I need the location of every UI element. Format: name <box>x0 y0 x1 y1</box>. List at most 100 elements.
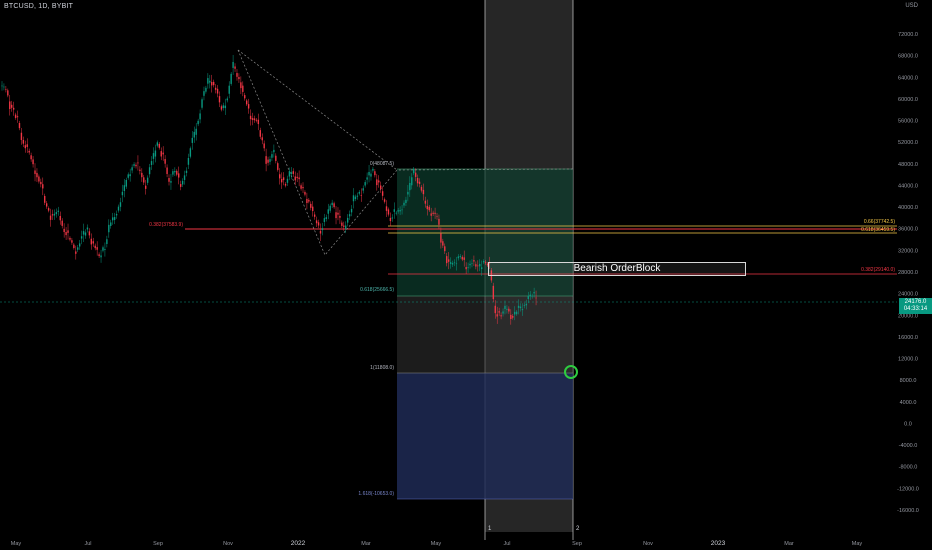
candle-body <box>158 143 161 148</box>
candle-body <box>304 192 306 195</box>
candle-body <box>96 247 98 250</box>
candle-body <box>346 217 349 223</box>
candle-body <box>496 314 498 317</box>
price-tick-label: 48000.0 <box>898 162 918 168</box>
candle-body <box>47 208 50 211</box>
candle-body <box>156 142 159 146</box>
candle-body <box>88 231 91 236</box>
candle-body <box>279 174 281 179</box>
price-tick-label: 24000.0 <box>898 292 918 298</box>
price-axis[interactable]: 72000.0 68000.0 64000.0 60000.0 56000.0 52000… <box>897 32 919 514</box>
currency-label: USD <box>905 3 918 9</box>
candle-body <box>187 158 190 165</box>
current-price-tag: 24176.0 04:33:14 <box>899 298 932 314</box>
candle-body <box>465 267 467 270</box>
price-tick-label: 28000.0 <box>898 270 918 276</box>
candle-body <box>488 262 491 264</box>
candle-body <box>290 172 293 175</box>
time-tick-label: 2022 <box>291 540 306 547</box>
candle-body <box>358 191 361 194</box>
candle-body <box>234 66 236 69</box>
symbol-label[interactable]: BTCUSD, 1D, BYBIT <box>4 3 74 10</box>
candle-body <box>513 311 516 315</box>
candle-body <box>383 199 386 202</box>
candle-body <box>251 118 254 120</box>
candle-body <box>449 262 452 264</box>
candle-body <box>63 228 65 233</box>
fib-zone-green <box>397 169 573 296</box>
candle-body <box>315 220 318 224</box>
candle-body <box>337 212 339 215</box>
candle-body <box>207 78 209 84</box>
candle-body <box>378 180 380 183</box>
fib-label-1: 1(11808.0) <box>370 365 394 371</box>
price-tick-label: 56000.0 <box>898 119 918 125</box>
candle-body <box>172 171 174 175</box>
candle-body <box>391 217 394 219</box>
price-tick-label: -16000.0 <box>897 508 919 514</box>
candle-body <box>100 255 102 258</box>
candle-body <box>162 152 164 155</box>
candle-body <box>160 151 162 157</box>
time-tick-label: Jul <box>84 541 91 547</box>
candle-body <box>352 195 355 202</box>
candle-body <box>457 256 460 259</box>
time-tick-label: Sep <box>153 541 163 547</box>
candle-body <box>442 241 444 246</box>
bearish-orderblock-label[interactable]: Bearish OrderBlock <box>488 262 746 276</box>
target-circle-marker[interactable] <box>564 365 578 379</box>
candle-body <box>389 217 392 222</box>
candle-body <box>222 105 225 109</box>
current-price-value: 24176.0 <box>904 299 927 305</box>
candle-body <box>341 222 343 226</box>
candle-body <box>461 256 463 260</box>
candle-body <box>77 247 79 250</box>
candle-body <box>277 163 279 170</box>
candle-body <box>354 196 357 200</box>
price-tick-label: 60000.0 <box>898 97 918 103</box>
candle-body <box>387 209 390 215</box>
candle-body <box>67 230 69 233</box>
time-tick-label: May <box>11 541 22 547</box>
candle-body <box>329 205 331 211</box>
candle-body <box>32 159 34 165</box>
candle-body <box>356 195 359 197</box>
candle-body <box>446 256 448 264</box>
fib-label-0618: 0.618(25666.5) <box>360 287 394 293</box>
candle-body <box>469 263 471 266</box>
candle-body <box>59 216 61 221</box>
candle-body <box>181 180 184 185</box>
price-tick-label: 20000.0 <box>898 313 918 319</box>
candle-body <box>125 179 127 187</box>
candle-body <box>416 177 419 184</box>
candle-body <box>9 101 11 109</box>
candle-body <box>438 218 440 225</box>
candle-body <box>348 214 351 217</box>
candle-body <box>502 311 504 314</box>
price-tick-label: 44000.0 <box>898 183 918 189</box>
candle-body <box>11 104 13 108</box>
candle-body <box>331 202 333 206</box>
candle-body <box>282 177 285 181</box>
candle-body <box>275 155 277 161</box>
candle-body <box>228 85 230 94</box>
candle-body <box>535 297 537 299</box>
candle-body <box>473 260 475 262</box>
candle-body <box>345 225 347 229</box>
candle-body <box>515 311 518 315</box>
candle-body <box>510 314 512 319</box>
price-tick-label: 72000.0 <box>898 32 918 38</box>
candle-body <box>121 191 124 196</box>
time-axis[interactable]: May Jul Sep Nov 2022 Mar May Jul Sep Nov 2023 Mar Ma… <box>11 540 863 547</box>
candle-body <box>108 224 110 233</box>
candle-body <box>500 315 502 317</box>
time-tick-label: May <box>431 541 442 547</box>
candle-body <box>179 184 182 187</box>
candle-body <box>411 177 413 186</box>
candle-body <box>129 174 131 177</box>
candle-body <box>310 203 312 208</box>
candle-body <box>360 195 362 196</box>
candle-body <box>364 182 366 186</box>
price-tick-label: 32000.0 <box>898 248 918 254</box>
